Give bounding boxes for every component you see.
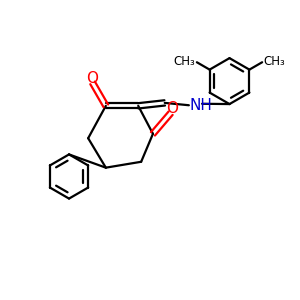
Text: CH₃: CH₃ bbox=[174, 55, 195, 68]
Text: O: O bbox=[87, 71, 99, 86]
Text: O: O bbox=[166, 101, 178, 116]
Text: NH: NH bbox=[190, 98, 212, 113]
Text: CH₃: CH₃ bbox=[264, 55, 285, 68]
